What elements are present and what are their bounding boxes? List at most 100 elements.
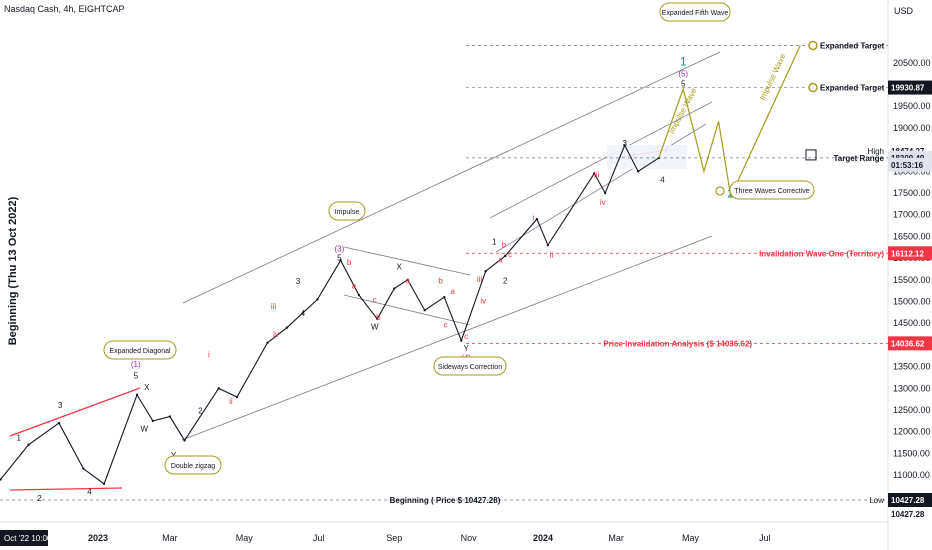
wave-label: b (376, 313, 381, 322)
price-point (406, 278, 409, 282)
wave-label: c (464, 332, 468, 341)
price-badge (888, 157, 932, 172)
price-point (82, 467, 85, 470)
wave-label: (5) (678, 70, 688, 79)
currency-label[interactable]: USD (894, 6, 914, 16)
price-point (423, 309, 426, 312)
y-tick-label: 14500.00 (893, 318, 931, 328)
x-tick-label: Jul (759, 533, 771, 543)
price-point (357, 293, 361, 297)
wave-label: X (396, 262, 402, 271)
x-tick-label: May (682, 533, 700, 543)
wave-label: 5 (681, 80, 686, 89)
price-badge (888, 246, 932, 261)
x-tick-label: Nov (461, 533, 478, 543)
price-point (316, 298, 319, 301)
wave-label: a (498, 255, 503, 264)
diagonal-lower (9, 487, 123, 491)
price-badge (888, 80, 932, 95)
wave-label: a (451, 287, 456, 296)
x-tick-label: Sep (386, 533, 402, 543)
wave-label: c (508, 250, 512, 259)
price-point (623, 144, 626, 147)
annotation-text: Expanded Diagonal (109, 348, 171, 355)
annotation-bubble (729, 180, 815, 200)
wave-label: a (352, 282, 357, 291)
price-point (183, 439, 186, 442)
price-badge (888, 336, 932, 351)
wave-label: iii (594, 170, 600, 179)
price-point (636, 170, 640, 173)
wave-label: b (438, 276, 443, 285)
checkered-flag-icon (805, 149, 817, 161)
y-tick-label: 15500.00 (893, 275, 931, 285)
y-tick-label: 15000.00 (893, 297, 931, 307)
wave-label: (3) (335, 245, 345, 254)
price-level-label: Price Invalidation Analysis ($ 14036.62) (603, 339, 752, 348)
price-level-label: Expanded Target (820, 41, 885, 50)
wave-label: W (371, 322, 379, 331)
wave-label: 1 (680, 54, 687, 68)
price-point (460, 339, 463, 342)
x-start-label: Oct '22 10:00 (4, 534, 52, 543)
price-badge-label: 16112.12 (891, 249, 924, 258)
y-tick-label: 20500.00 (893, 58, 931, 68)
channel2-upper (489, 101, 713, 219)
wave-label: iii (271, 302, 277, 311)
y-tick-label: 11000.00 (893, 470, 930, 480)
chart-title: Nasdaq Cash, 4h, EIGHTCAP (4, 4, 125, 14)
wave-label: 4 (87, 488, 92, 497)
price-level-label: Beginning ( Price $ 10427.28) (390, 496, 501, 505)
wave-label: Y (171, 451, 177, 460)
price-level-label: Invalidation Wave One (Territory) (759, 249, 884, 258)
x-tick-label: 2024 (533, 533, 553, 543)
target-icon (808, 40, 818, 51)
annotation-bubble (164, 455, 222, 475)
lightbulb-icon (715, 186, 725, 196)
y-tick-label: 11500.00 (893, 448, 930, 458)
annotation-text: Sideways Correction (438, 364, 502, 371)
price-point (235, 395, 239, 399)
y-tick-label: 17000.00 (893, 210, 931, 220)
annotation-text: Three Waves Corrective (734, 188, 809, 195)
annotation-bubble (328, 201, 366, 221)
price-point (151, 419, 155, 423)
wave-label: iv (480, 296, 486, 305)
wave-label: 2 (503, 276, 508, 285)
price-point (504, 254, 507, 258)
y-tick-label: 12000.00 (893, 427, 931, 437)
price-point (535, 217, 539, 221)
price-point (393, 287, 396, 290)
price-level-label: Expanded Target (820, 84, 885, 93)
price-level-label: Target Range (833, 154, 884, 163)
price-point (375, 317, 379, 321)
price-badge-label: 01:53:16 (891, 161, 924, 170)
price-badge-label: 10427.28 (891, 496, 925, 505)
price-point (266, 341, 269, 344)
wave-label: 4 (301, 309, 306, 318)
wave-label: 5 (134, 371, 139, 380)
wave-label: 1 (17, 433, 22, 442)
price-point (102, 482, 106, 486)
price-badge (888, 507, 932, 521)
diagonal-upper (9, 387, 141, 437)
wave-label: 3 (58, 401, 63, 410)
wave-label: a (405, 276, 410, 285)
price-point (0, 478, 2, 481)
price-badge-label: 19930.87 (891, 84, 925, 93)
impulse-wave-text: Impulse Wave (667, 86, 699, 135)
price-badge-label: 10427.28 (891, 510, 925, 519)
annotation-bubble (103, 340, 177, 360)
x-start-badge (0, 530, 48, 546)
wave-label: 3 (296, 277, 301, 286)
wave-label: c (443, 321, 447, 330)
price-point (484, 269, 487, 273)
projection-line (658, 45, 801, 199)
wave-label: W (141, 425, 149, 434)
y-tick-label: 12500.00 (893, 405, 931, 415)
y-tick-label: 17500.00 (893, 188, 931, 198)
price-point (546, 243, 550, 247)
target-icon (808, 82, 818, 93)
price-point (217, 387, 220, 390)
